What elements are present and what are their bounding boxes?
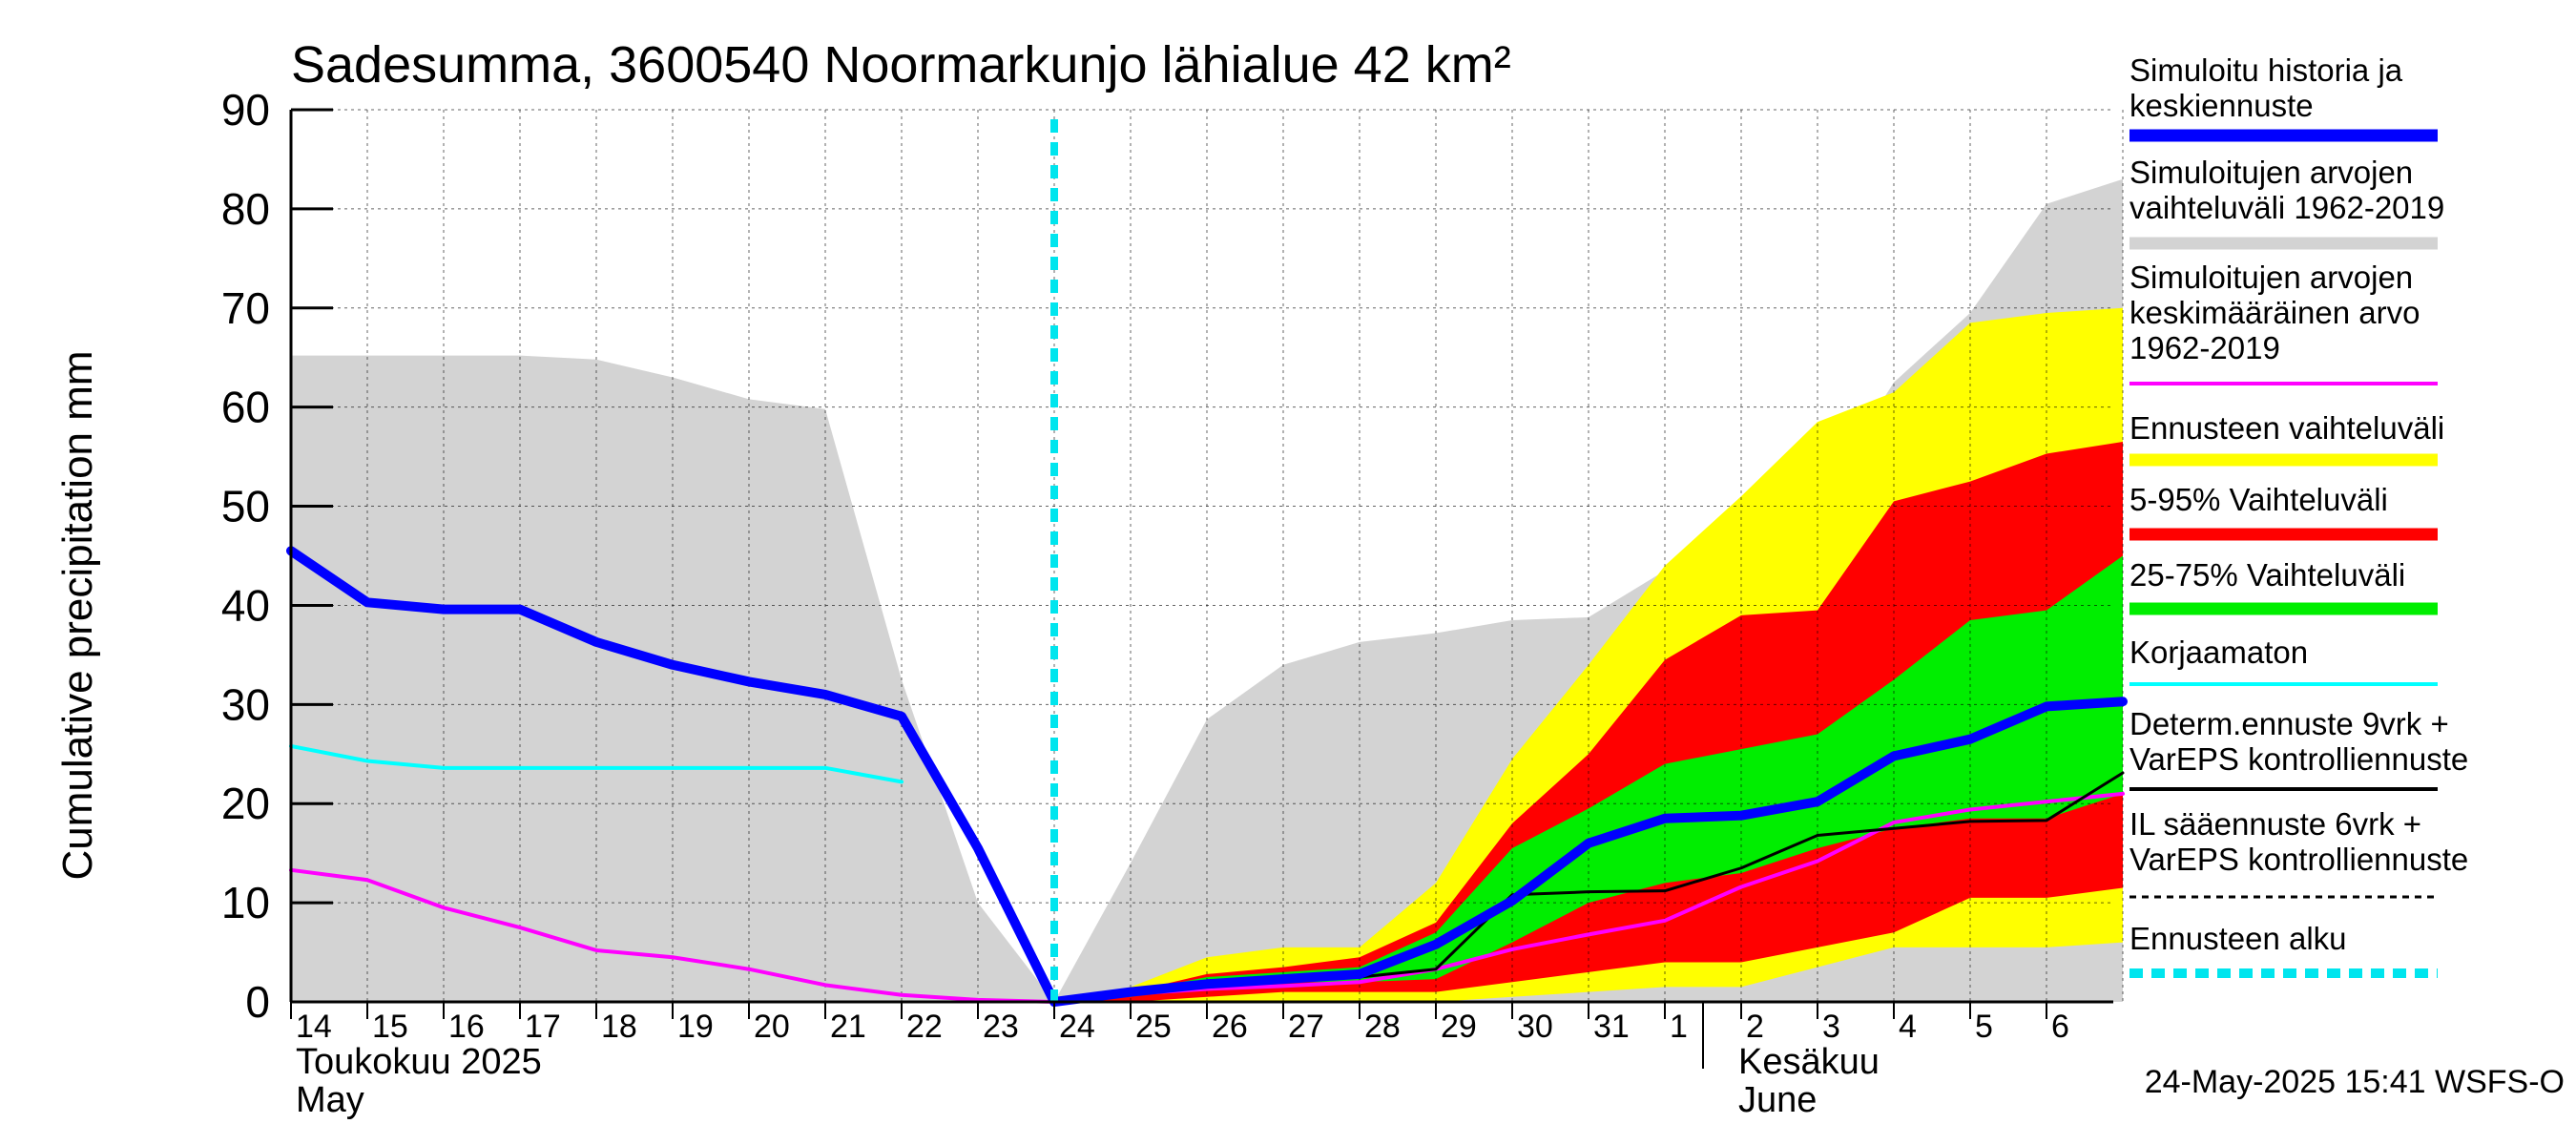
x-tick-label: 23 xyxy=(983,1009,1019,1045)
legend-label: Korjaamaton xyxy=(2129,635,2308,670)
legend-label: keskiennuste xyxy=(2129,88,2314,123)
x-tick-label: 19 xyxy=(677,1009,714,1045)
legend-label: 1962-2019 xyxy=(2129,330,2280,365)
legend-label: vaihteluväli 1962-2019 xyxy=(2129,190,2444,225)
x-tick-label: 4 xyxy=(1899,1009,1917,1045)
legend-item-il: IL sääennuste 6vrk + VarEPS kontrollienn… xyxy=(2129,806,2468,899)
x-tick-label: 6 xyxy=(2051,1009,2069,1045)
legend-item-ens_range: Ennusteen vaihteluväli xyxy=(2129,410,2444,467)
y-tick-label: 80 xyxy=(221,184,270,234)
legend-label: keskimääräinen arvo xyxy=(2129,295,2420,330)
x-tick-label: 28 xyxy=(1364,1009,1401,1045)
legend-item-p5_95: 5-95% Vaihteluväli xyxy=(2129,482,2438,541)
timestamp: 24-May-2025 15:41 WSFS-O xyxy=(2145,1064,2565,1100)
x-tick-label: 3 xyxy=(1822,1009,1840,1045)
legend-label: Ennusteen vaihteluväli xyxy=(2129,410,2444,446)
chart-title: Sadesumma, 3600540 Noormarkunjo lähialue… xyxy=(291,36,1511,94)
legend-label: Simuloitu historia ja xyxy=(2129,52,2403,88)
month-label-en: June xyxy=(1738,1080,1817,1120)
x-tick-label: 22 xyxy=(906,1009,943,1045)
legend-label: VarEPS kontrolliennuste xyxy=(2129,741,2468,777)
y-axis-label: Cumulative precipitation mm xyxy=(54,350,101,880)
y-tick-label: 50 xyxy=(221,482,270,531)
x-tick-label: 31 xyxy=(1593,1009,1630,1045)
legend-label: Determ.ennuste 9vrk + xyxy=(2129,706,2449,741)
legend-label: Simuloitujen arvojen xyxy=(2129,260,2413,295)
y-tick-label: 60 xyxy=(221,383,270,432)
x-tick-label: 5 xyxy=(1975,1009,1993,1045)
legend-item-determ: Determ.ennuste 9vrk +VarEPS kontrollienn… xyxy=(2129,706,2468,791)
legend-label: 5-95% Vaihteluväli xyxy=(2129,482,2388,517)
legend-label: Simuloitujen arvojen xyxy=(2129,155,2413,190)
x-tick-label: 26 xyxy=(1212,1009,1248,1045)
x-tick-label: 17 xyxy=(525,1009,561,1045)
x-tick-label: 2 xyxy=(1746,1009,1764,1045)
legend: Simuloitu historia jakeskiennusteSimuloi… xyxy=(2129,52,2468,978)
x-tick-label: 14 xyxy=(296,1009,332,1045)
x-tick-label: 27 xyxy=(1288,1009,1324,1045)
month-label: Toukokuu 2025 xyxy=(296,1042,542,1082)
x-tick-label: 20 xyxy=(754,1009,790,1045)
y-tick-label: 30 xyxy=(221,679,270,729)
p25_75-band xyxy=(1054,555,2123,1002)
month-label: Kesäkuu xyxy=(1738,1042,1880,1082)
legend-label: IL sääennuste 6vrk + xyxy=(2129,806,2421,842)
y-tick-label: 0 xyxy=(245,977,270,1027)
x-tick-label: 15 xyxy=(372,1009,408,1045)
x-tick-label: 24 xyxy=(1059,1009,1095,1045)
y-tick-label: 20 xyxy=(221,779,270,828)
hist-mean-line xyxy=(289,791,2125,1004)
x-tick-label: 1 xyxy=(1670,1009,1688,1045)
x-tick-label: 21 xyxy=(830,1009,866,1045)
legend-label: 25-75% Vaihteluväli xyxy=(2129,557,2405,593)
legend-label: Ennusteen alku xyxy=(2129,921,2347,956)
x-tick-label: 29 xyxy=(1441,1009,1477,1045)
x-tick-label: 30 xyxy=(1517,1009,1553,1045)
legend-item-uncorrected: Korjaamaton xyxy=(2129,635,2438,686)
y-tick-label: 90 xyxy=(221,85,270,135)
legend-label: VarEPS kontrolliennuste xyxy=(2129,842,2468,877)
month-label-en: May xyxy=(296,1080,364,1120)
y-tick-label: 70 xyxy=(221,283,270,333)
x-tick-label: 16 xyxy=(448,1009,485,1045)
y-tick-label: 10 xyxy=(221,878,270,927)
simulated-line xyxy=(286,546,2128,1007)
legend-item-forecast_start: Ennusteen alku xyxy=(2129,921,2438,978)
grid xyxy=(291,109,2124,1002)
x-tick-label: 18 xyxy=(601,1009,637,1045)
x-tick-label: 25 xyxy=(1135,1009,1172,1045)
legend-item-p25_75: 25-75% Vaihteluväli xyxy=(2129,557,2438,615)
p5_95-band xyxy=(1054,442,2123,1002)
y-tick-label: 40 xyxy=(221,580,270,630)
uncorrected-line xyxy=(289,743,904,784)
plot-area xyxy=(286,109,2128,1007)
